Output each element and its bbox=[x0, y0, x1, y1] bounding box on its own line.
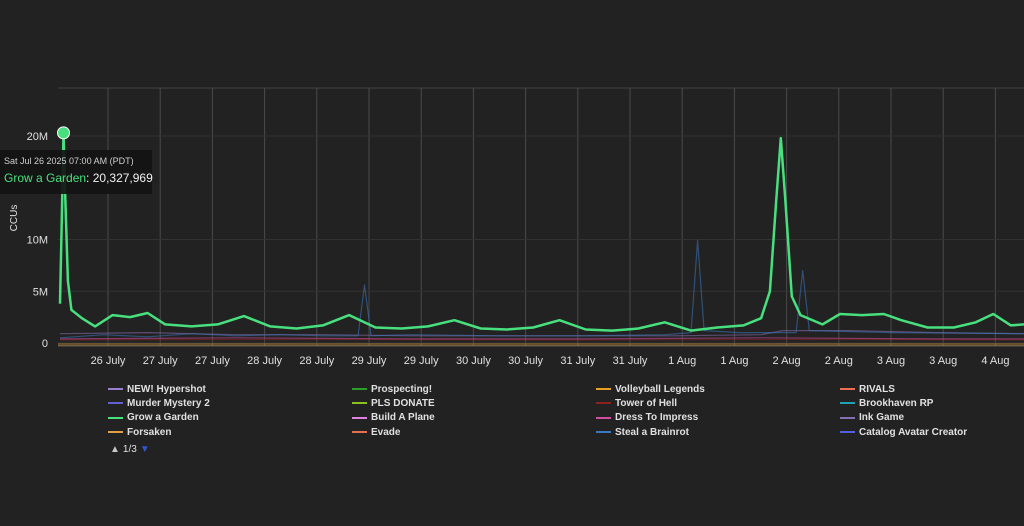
x-tick-label: 30 July bbox=[456, 355, 491, 367]
legend-label: Dress To Impress bbox=[615, 412, 699, 424]
legend-item[interactable]: Ink Game bbox=[840, 411, 1024, 425]
x-tick-label: 31 July bbox=[613, 355, 648, 367]
series-line-steal-a-brainrot bbox=[59, 239, 1024, 339]
series-line-dress-to-impress bbox=[59, 337, 1024, 340]
legend-item[interactable]: RIVALS bbox=[840, 382, 1024, 396]
legend-label: Ink Game bbox=[859, 412, 905, 424]
legend-swatch bbox=[352, 431, 367, 434]
legend-item[interactable]: PLS DONATE bbox=[352, 396, 596, 410]
legend-swatch bbox=[840, 416, 855, 419]
legend-item[interactable]: Catalog Avatar Creator bbox=[840, 425, 1024, 439]
legend-pager: ▲ 1/3 ▼ bbox=[110, 444, 150, 455]
x-tick-label: 31 July bbox=[560, 355, 595, 367]
legend-item[interactable]: Murder Mystery 2 bbox=[108, 396, 352, 410]
x-tick-label: 27 July bbox=[195, 355, 230, 367]
legend-item[interactable]: Brookhaven RP bbox=[840, 396, 1024, 410]
legend-label: Build A Plane bbox=[371, 412, 435, 424]
x-tick-label: 29 July bbox=[404, 355, 439, 367]
tooltip-line: Grow a Garden: 20,327,969 bbox=[4, 171, 153, 185]
legend-item[interactable]: Prospecting! bbox=[352, 382, 596, 396]
y-tick-label: 10M bbox=[27, 235, 48, 247]
legend-item[interactable]: Build A Plane bbox=[352, 411, 596, 425]
legend-label: Murder Mystery 2 bbox=[127, 397, 210, 409]
x-axis-ticks: 26 July 27 July 27 July 28 July 28 July 29 Ju… bbox=[91, 355, 1010, 367]
legend-item[interactable]: Forsaken bbox=[108, 425, 352, 439]
x-tick-label: 27 July bbox=[143, 355, 178, 367]
x-tick-label: 3 Aug bbox=[877, 355, 905, 367]
legend-item[interactable]: Tower of Hell bbox=[596, 396, 840, 410]
legend-swatch bbox=[108, 388, 123, 391]
y-tick-label: 0 bbox=[42, 338, 48, 350]
legend-label: Catalog Avatar Creator bbox=[859, 426, 968, 438]
x-tick-label: 4 Aug bbox=[981, 355, 1009, 367]
pager-up-arrow-icon[interactable]: ▲ bbox=[110, 444, 120, 455]
legend-swatch bbox=[840, 388, 855, 391]
legend-swatch bbox=[108, 402, 123, 405]
x-tick-label: 29 July bbox=[352, 355, 387, 367]
hover-marker bbox=[57, 126, 71, 140]
x-tick-label: 2 Aug bbox=[825, 355, 853, 367]
tooltip-series: Grow a Garden bbox=[4, 171, 87, 185]
legend-label: NEW! Hypershot bbox=[127, 383, 206, 395]
legend-swatch bbox=[840, 431, 855, 434]
legend-item[interactable]: Steal a Brainrot bbox=[596, 425, 840, 439]
legend-label: PLS DONATE bbox=[371, 397, 435, 409]
y-axis-label: CCUs bbox=[9, 205, 20, 232]
legend-label: RIVALS bbox=[859, 383, 895, 395]
tooltip-value: 20,327,969 bbox=[92, 171, 153, 185]
legend-swatch bbox=[596, 402, 611, 405]
x-tick-label: 28 July bbox=[299, 355, 334, 367]
pager-text: 1/3 bbox=[122, 444, 137, 455]
legend-label: Forsaken bbox=[127, 426, 172, 438]
series-line-tower-of-hell bbox=[59, 338, 1024, 341]
y-tick-label: 20M bbox=[27, 131, 48, 143]
legend-swatch bbox=[596, 388, 611, 391]
series-line-grow-a-garden bbox=[58, 131, 1024, 332]
legend-item[interactable]: Evade bbox=[352, 425, 596, 439]
series-baseline-band bbox=[58, 343, 1024, 346]
legend-label: Tower of Hell bbox=[615, 397, 678, 409]
legend: NEW! Hypershot Prospecting! Volleyball Leg… bbox=[108, 382, 1024, 439]
tooltip-date: Sat Jul 26 2025 07:00 AM (PDT) bbox=[4, 156, 134, 166]
legend-swatch bbox=[596, 431, 611, 434]
series-line-ink-game bbox=[59, 330, 1024, 337]
x-tick-label: 30 July bbox=[508, 355, 543, 367]
grid-lines bbox=[58, 87, 1024, 347]
y-tick-label: 5M bbox=[33, 286, 48, 298]
legend-label: Grow a Garden bbox=[127, 412, 199, 424]
legend-swatch bbox=[108, 431, 123, 434]
legend-swatch bbox=[840, 402, 855, 405]
legend-swatch bbox=[352, 402, 367, 405]
legend-item[interactable]: Volleyball Legends bbox=[596, 382, 840, 396]
x-tick-label: 3 Aug bbox=[929, 355, 957, 367]
legend-label: Volleyball Legends bbox=[615, 383, 705, 395]
y-axis-ticks: 0 5M 10M 20M bbox=[27, 131, 48, 350]
legend-swatch bbox=[596, 416, 611, 419]
legend-swatch bbox=[108, 416, 123, 419]
x-tick-label: 1 Aug bbox=[668, 355, 696, 367]
legend-label: Steal a Brainrot bbox=[615, 426, 689, 438]
series-layer bbox=[58, 131, 1024, 346]
x-tick-label: 1 Aug bbox=[720, 355, 748, 367]
legend-label: Evade bbox=[371, 426, 401, 438]
legend-label: Prospecting! bbox=[371, 383, 433, 395]
x-tick-label: 28 July bbox=[247, 355, 282, 367]
legend-item[interactable]: Grow a Garden bbox=[108, 411, 352, 425]
x-tick-label: 2 Aug bbox=[773, 355, 801, 367]
ccu-line-chart: 0 5M 10M 20M 26 July 27 July 27 July 28 July 28… bbox=[9, 87, 1024, 367]
legend-item[interactable]: NEW! Hypershot bbox=[108, 382, 352, 396]
legend-swatch bbox=[352, 388, 367, 391]
pager-down-arrow-icon[interactable]: ▼ bbox=[139, 444, 150, 455]
legend-swatch bbox=[352, 416, 367, 419]
legend-label: Brookhaven RP bbox=[859, 397, 934, 409]
peak-marker bbox=[57, 126, 71, 140]
tooltip-sep: : bbox=[86, 171, 93, 185]
tooltip: Sat Jul 26 2025 07:00 AM (PDT) Grow a Ga… bbox=[0, 150, 153, 194]
legend-item[interactable]: Dress To Impress bbox=[596, 411, 840, 425]
x-tick-label: 26 July bbox=[91, 355, 126, 367]
